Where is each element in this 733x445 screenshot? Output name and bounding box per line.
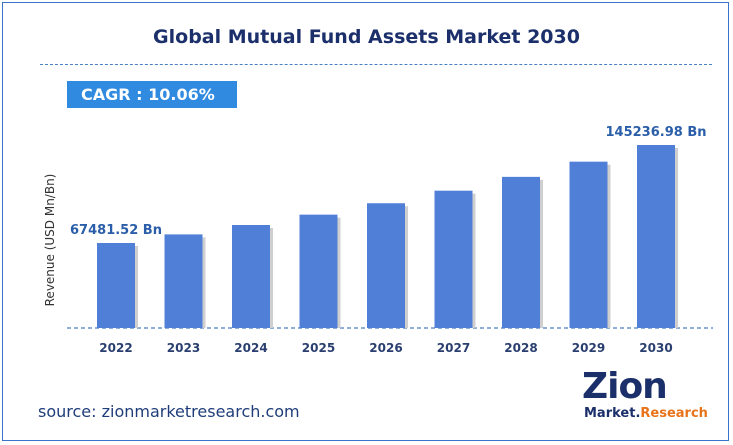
x-tick-label: 2027 [437, 341, 470, 355]
x-tick-label: 2029 [572, 341, 605, 355]
bar-2023 [164, 234, 203, 328]
data-label: 67481.52 Bn [70, 223, 162, 238]
bar-2030 [637, 145, 675, 328]
cagr-badge: CAGR : 10.06% [67, 81, 237, 108]
bar-2026 [367, 203, 405, 328]
x-tick-label: 2024 [234, 341, 267, 355]
zion-logo: Zion Market.Research [578, 366, 708, 430]
chart-title: Global Mutual Fund Assets Market 2030 [153, 26, 580, 48]
x-tick-label: 2022 [99, 341, 132, 355]
bar-2028 [502, 176, 540, 328]
source-text: source: zionmarketresearch.com [38, 402, 300, 421]
x-tick-label: 2026 [369, 341, 402, 355]
x-tick-label: 2030 [639, 341, 672, 355]
x-tick-label: 2025 [302, 341, 335, 355]
bar-2027 [434, 190, 473, 328]
logo-main-text: Zion [582, 366, 668, 407]
x-tick-label: 2023 [167, 341, 200, 355]
bar-2029 [569, 161, 608, 328]
bar-2022 [97, 242, 135, 328]
data-label: 145236.98 Bn [606, 125, 707, 140]
title-divider [40, 64, 712, 65]
logo-sub-text: Market.Research [584, 406, 708, 421]
x-tick-label: 2028 [504, 341, 537, 355]
bar-2024 [232, 225, 270, 328]
bar-2025 [299, 214, 338, 328]
